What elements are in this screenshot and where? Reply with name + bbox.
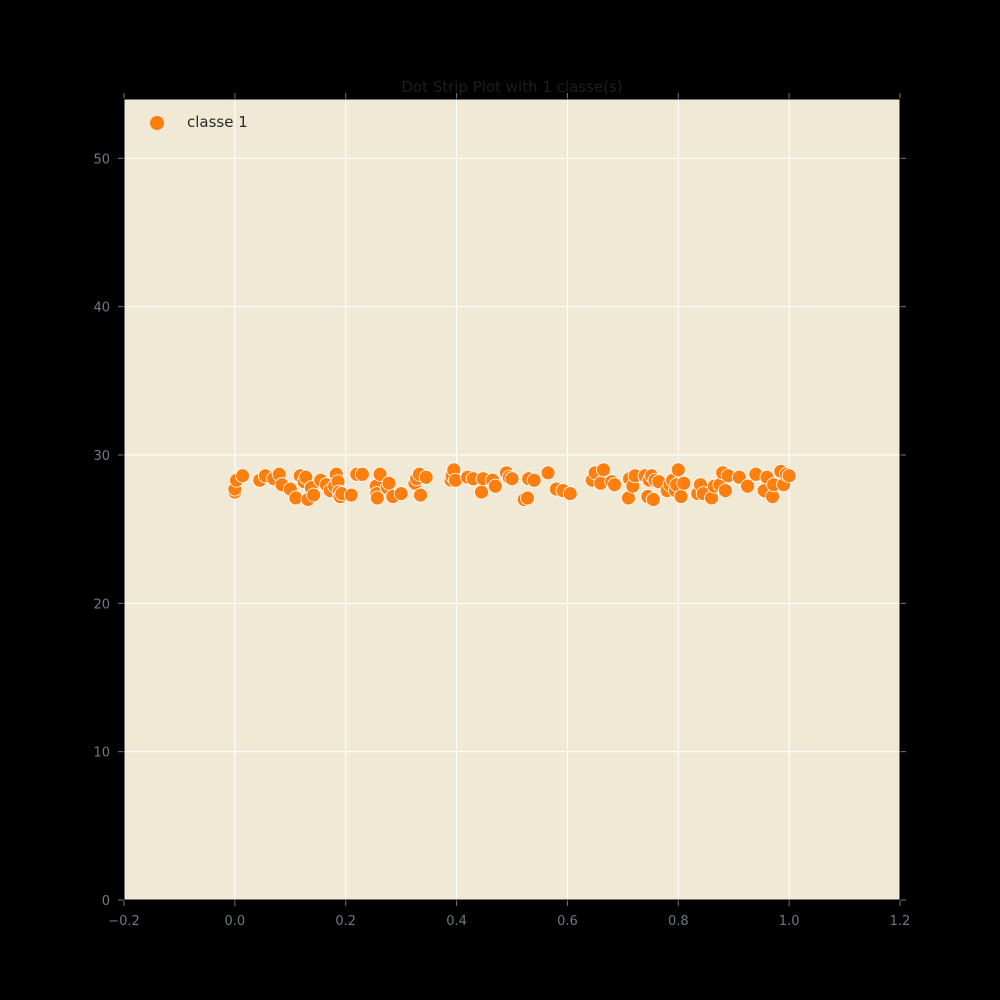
- axis-tick-labels: −0.2 0.0 0.2 0.4 0.6 0.8 1.0 1.2 0 10 20 30 40 50: [93, 152, 910, 929]
- data-point: [520, 490, 535, 506]
- legend-marker: [150, 116, 164, 130]
- y-tick-label: 30: [93, 449, 110, 464]
- data-point: [474, 484, 489, 500]
- y-tick-label: 10: [93, 746, 110, 761]
- data-point: [740, 478, 755, 494]
- data-point: [504, 471, 520, 487]
- x-tick-label: 0.6: [557, 914, 578, 929]
- data-points: [227, 462, 797, 507]
- data-point: [306, 487, 321, 503]
- data-point: [418, 469, 434, 485]
- data-point: [343, 487, 359, 503]
- data-point: [596, 462, 611, 478]
- data-point: [354, 466, 370, 482]
- data-point: [670, 462, 686, 478]
- data-point: [393, 486, 409, 501]
- axis-ticks: [118, 93, 906, 906]
- y-tick-label: 50: [93, 152, 110, 167]
- data-point: [540, 465, 556, 481]
- data-point: [673, 489, 689, 504]
- data-point: [288, 490, 304, 506]
- y-tick-label: 40: [93, 301, 110, 316]
- data-point: [413, 487, 428, 503]
- x-tick-label: 0.8: [668, 914, 689, 929]
- x-tick-label: 0.2: [335, 914, 356, 929]
- legend-label: classe 1: [187, 113, 248, 131]
- data-point: [235, 468, 251, 484]
- data-point: [781, 468, 797, 484]
- data-point: [369, 490, 385, 506]
- x-tick-label: −0.2: [108, 914, 140, 929]
- x-tick-label: 0.4: [446, 914, 467, 929]
- data-point: [372, 466, 388, 482]
- data-point: [487, 478, 503, 494]
- x-tick-label: 1.2: [890, 914, 911, 929]
- plot-area-frame: [123, 98, 901, 901]
- data-point: [448, 472, 463, 488]
- data-point: [718, 483, 733, 499]
- legend: classe 1: [150, 113, 248, 131]
- data-point: [607, 477, 622, 493]
- data-point: [562, 486, 578, 501]
- y-tick-label: 0: [102, 894, 110, 909]
- x-tick-label: 1.0: [779, 914, 800, 929]
- plot-area-background: [124, 99, 900, 900]
- data-point: [526, 472, 542, 488]
- y-tick-label: 20: [93, 597, 110, 612]
- x-tick-label: 0.0: [225, 914, 246, 929]
- data-point: [381, 475, 397, 491]
- data-point: [645, 492, 661, 507]
- chart-title: Dot Strip Plot with 1 classe(s): [401, 78, 622, 96]
- data-point: [676, 475, 692, 491]
